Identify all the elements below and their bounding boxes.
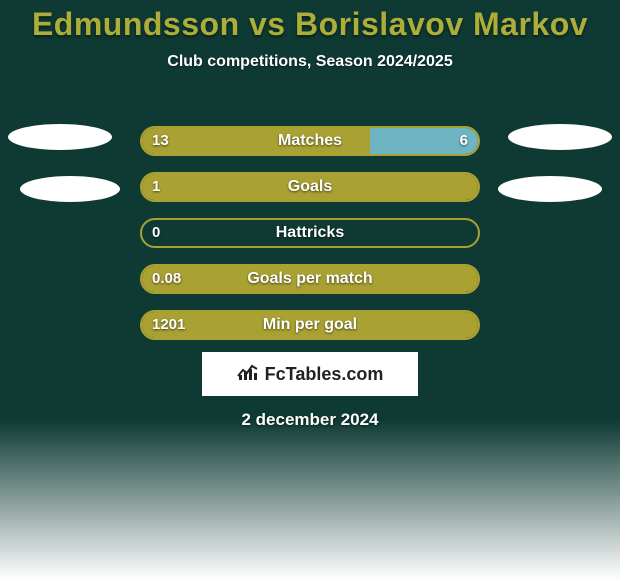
stat-value-right: 6 <box>460 126 468 156</box>
logo-text: FcTables.com <box>265 364 384 385</box>
stat-row: 0.08Goals per match <box>0 256 620 302</box>
bar-left <box>142 266 478 292</box>
stat-rows: 136Matches1Goals0Hattricks0.08Goals per … <box>0 118 620 348</box>
bar-track <box>140 218 480 248</box>
bar-left <box>142 174 478 200</box>
stat-value-left: 13 <box>152 126 169 156</box>
stat-row: 0Hattricks <box>0 210 620 256</box>
placeholder-ellipse <box>508 124 612 150</box>
stat-value-left: 0.08 <box>152 264 181 294</box>
date-text: 2 december 2024 <box>0 410 620 430</box>
barchart-icon <box>237 363 259 386</box>
placeholder-ellipse <box>8 124 112 150</box>
fade-overlay <box>0 420 620 580</box>
placeholder-ellipse <box>20 176 120 202</box>
stat-value-left: 1 <box>152 172 160 202</box>
bar-track <box>140 264 480 294</box>
logo-prefix: Fc <box>265 364 286 385</box>
bar-track <box>140 126 480 156</box>
logo-suffix: Tables.com <box>286 364 384 385</box>
placeholder-ellipse <box>498 176 602 202</box>
bar-left <box>142 128 370 154</box>
bar-track <box>140 310 480 340</box>
page-subtitle: Club competitions, Season 2024/2025 <box>0 53 620 71</box>
stat-row: 1201Min per goal <box>0 302 620 348</box>
stat-value-left: 0 <box>152 218 160 248</box>
logo-box: FcTables.com <box>202 352 418 396</box>
page-title: Edmundsson vs Borislavov Markov <box>0 0 620 43</box>
stat-value-left: 1201 <box>152 310 185 340</box>
bar-left <box>142 312 478 338</box>
bar-track <box>140 172 480 202</box>
comparison-canvas: Edmundsson vs Borislavov Markov Club com… <box>0 0 620 580</box>
